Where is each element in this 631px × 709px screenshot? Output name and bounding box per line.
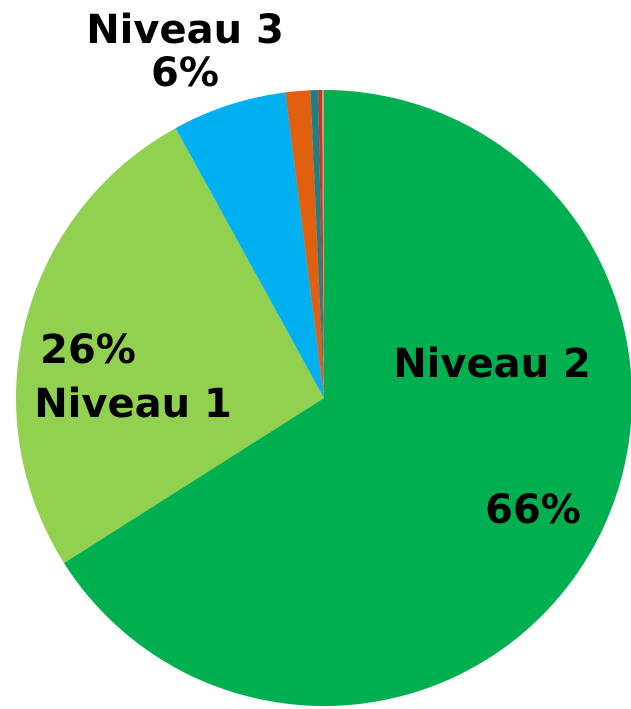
pie-slice [16, 128, 325, 564]
slice-label: Niveau 1 [34, 381, 232, 427]
pie-slice [63, 90, 631, 706]
pie-slice [285, 90, 324, 399]
pie-slice [318, 90, 324, 399]
pie-slice [175, 92, 324, 398]
pie-slice [322, 90, 324, 398]
pie-slice [310, 90, 324, 398]
slice-label: Niveau 2 [393, 341, 591, 387]
value-label: 66% [485, 487, 581, 533]
slice-label: Niveau 3 [86, 7, 284, 53]
value-label: 26% [40, 327, 136, 373]
value-label: 6% [151, 50, 219, 96]
